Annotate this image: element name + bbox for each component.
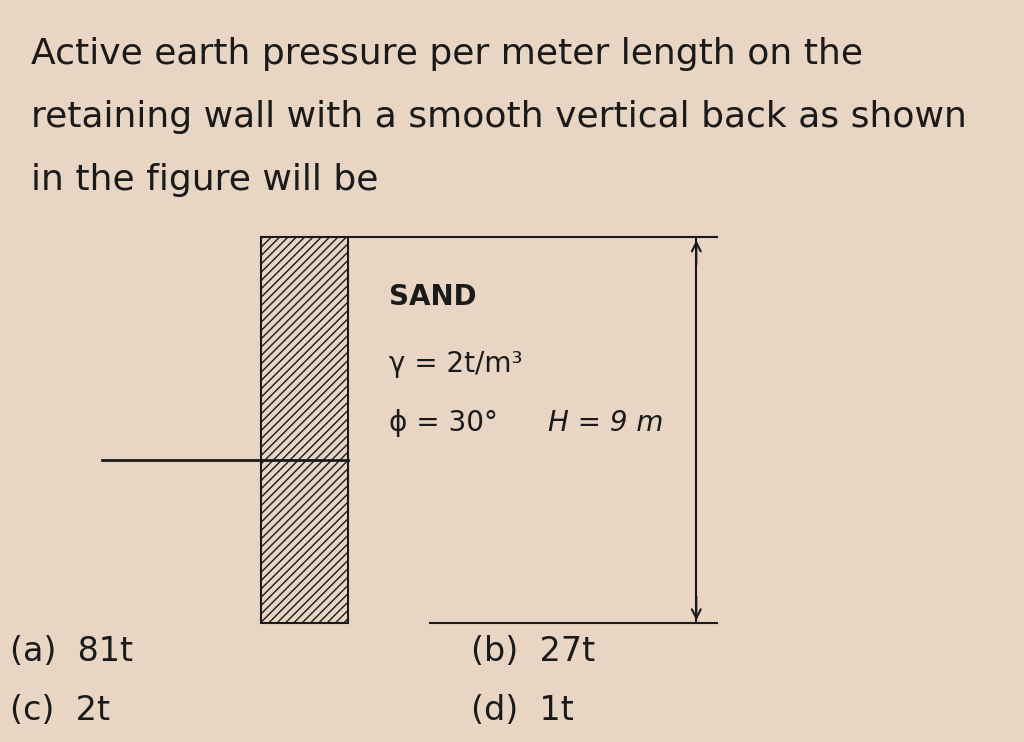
Text: Active earth pressure per meter length on the: Active earth pressure per meter length o…	[31, 37, 862, 71]
Text: H = 9 m: H = 9 m	[548, 409, 664, 437]
Text: retaining wall with a smooth vertical back as shown: retaining wall with a smooth vertical ba…	[31, 100, 967, 134]
Bar	[261, 237, 348, 623]
Text: (d)  1t: (d) 1t	[471, 695, 573, 727]
Text: (b)  27t: (b) 27t	[471, 635, 595, 668]
Text: ϕ = 30°: ϕ = 30°	[389, 409, 498, 437]
Text: SAND: SAND	[389, 283, 477, 311]
Text: in the figure will be: in the figure will be	[31, 163, 378, 197]
Text: γ = 2t/m³: γ = 2t/m³	[389, 349, 522, 378]
Text: (c)  2t: (c) 2t	[10, 695, 111, 727]
Text: (a)  81t: (a) 81t	[10, 635, 133, 668]
